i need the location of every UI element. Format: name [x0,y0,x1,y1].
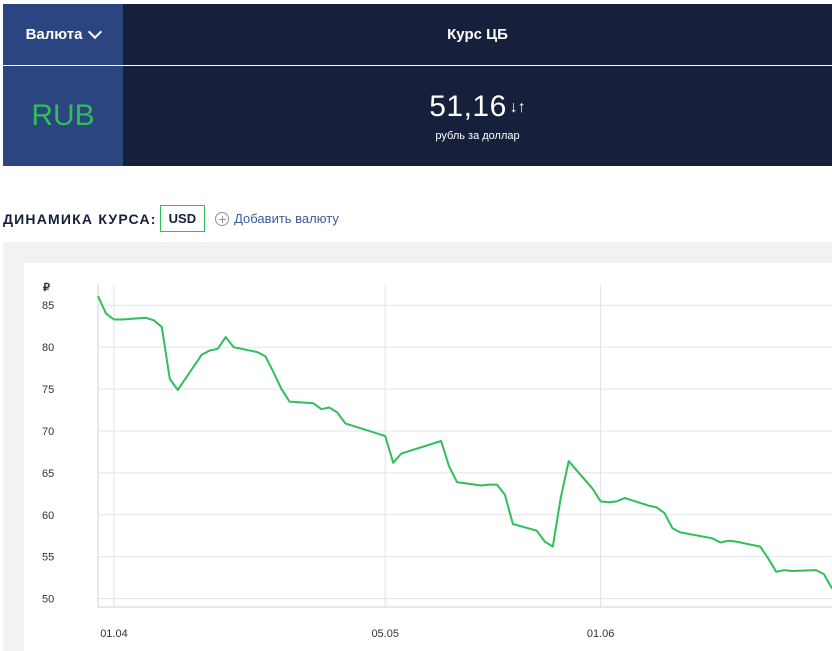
rate-panel: RUB 51,16 ↓↑ рубль за доллар [3,66,832,166]
y-tick-label: 55 [42,552,54,564]
y-tick-label: 80 [42,342,54,354]
x-tick-label: 01.04 [100,628,128,640]
add-currency-label: Добавить валюту [234,211,339,226]
x-tick-label: 05.05 [371,628,399,640]
dynamics-toolbar: ДИНАМИКА КУРСА: USD Добавить валюту [3,205,339,232]
plus-circle-icon [215,211,230,226]
y-tick-label: 65 [42,468,54,480]
currency-dropdown-label: Валюта [25,26,83,43]
plot-card [24,263,832,651]
y-tick-label: 60 [42,510,54,522]
trend-arrows-icon: ↓↑ [509,99,526,116]
series-line [97,295,832,590]
chart-container: 50 55 60 65 70 75 80 85 01.04 05.05 01.06 ₽ [3,242,832,651]
y-tick-label: 75 [42,384,54,396]
rate-value: 51,16 [429,90,507,123]
rate-line-chart: 50 55 60 65 70 75 80 85 01.04 05.05 01.06 ₽ [24,263,832,651]
selected-currency-tag[interactable]: USD [159,205,206,232]
chevron-down-icon [88,24,103,39]
y-tick-label: 50 [42,594,54,606]
currency-dropdown[interactable]: Валюта [3,4,123,65]
y-tick-label: 85 [42,300,54,312]
y-tick-label: 70 [42,426,54,438]
header-row: Валюта Курс ЦБ [3,4,832,65]
currency-code: RUB [3,66,123,166]
dynamics-title: ДИНАМИКА КУРСА: [3,210,157,227]
y-axis-label: ₽ [43,282,50,294]
add-currency-button[interactable]: Добавить валюту [215,211,339,226]
rate-header-label: Курс ЦБ [447,26,508,43]
rate-header: Курс ЦБ [123,4,832,65]
rate-unit-caption: рубль за доллар [435,130,520,142]
x-tick-label: 01.06 [587,628,615,640]
rate-value-box: 51,16 ↓↑ рубль за доллар [123,66,832,166]
